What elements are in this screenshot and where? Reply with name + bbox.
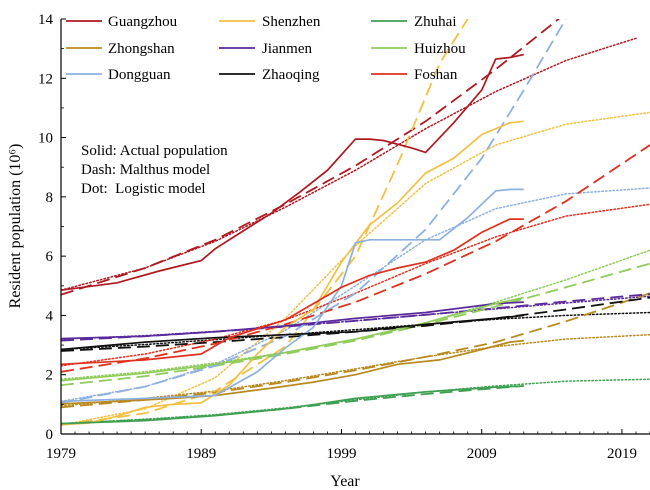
x-tick-label: 1989	[186, 446, 216, 462]
huizhou-malthus-line	[61, 262, 650, 386]
zhuhai-actual-line	[61, 385, 524, 425]
y-tick-label: 14	[38, 12, 54, 28]
legend-item-shenzhen: Shenzhen	[219, 14, 321, 30]
note-dot: Dot: Logistic model	[81, 181, 206, 197]
legend-item-guangzhou: Guangzhou	[66, 14, 178, 30]
guangzhou-malthus-line	[61, 19, 560, 296]
series-layer	[61, 19, 650, 426]
legend-label: Zhaoqing	[262, 67, 320, 83]
y-tick-label: 2	[46, 368, 54, 384]
legend-item-dongguan: Dongguan	[66, 67, 171, 83]
legend-label: Shenzhen	[262, 14, 321, 30]
legend-label: Zhongshan	[108, 41, 175, 57]
dongguan-logistic-line	[61, 187, 650, 403]
legend-item-huizhou: Huizhou	[371, 41, 466, 57]
huizhou-actual-line	[61, 296, 524, 382]
legend-label: Zhuhai	[414, 14, 457, 30]
axes	[60, 18, 650, 435]
x-axis-label: Year	[330, 473, 360, 490]
x-tick-label: 2019	[607, 446, 637, 462]
shenzhen-logistic-line	[61, 111, 650, 426]
y-tick-label: 8	[46, 190, 54, 206]
zhuhai-malthus-line	[61, 385, 524, 425]
zhongshan-logistic-line	[61, 333, 650, 407]
y-tick-label: 4	[46, 308, 54, 324]
y-tick-label: 10	[38, 131, 53, 147]
guangzhou-logistic-line	[61, 37, 637, 291]
legend-item-foshan: Foshan	[371, 67, 458, 83]
x-tick-label: 1999	[326, 446, 356, 462]
model-notes: Solid: Actual population Dash: Malthus m…	[81, 143, 228, 197]
guangzhou-actual-line	[61, 53, 524, 292]
note-solid: Solid: Actual population	[81, 143, 228, 159]
zhongshan-actual-line	[61, 339, 524, 405]
legend-label: Dongguan	[108, 67, 171, 83]
dongguan-actual-line	[61, 188, 524, 403]
legend-label: Guangzhou	[108, 14, 178, 30]
legend-label: Foshan	[414, 67, 458, 83]
legend: Guangzhou Shenzhen Zhuhai Zhongshan Jianmen H…	[66, 14, 466, 83]
legend-item-zhuhai: Zhuhai	[371, 14, 457, 30]
legend-item-zhaoqing: Zhaoqing	[219, 67, 320, 83]
shenzhen-malthus-line	[61, 19, 469, 426]
zhaoqing-malthus-line	[61, 296, 650, 352]
y-tick-label: 6	[46, 249, 54, 265]
y-tick-label: 12	[38, 71, 53, 87]
foshan-malthus-line	[61, 144, 650, 373]
jianmen-actual-line	[61, 301, 524, 340]
jianmen-malthus-line	[61, 293, 650, 342]
dongguan-malthus-line	[61, 19, 567, 404]
legend-item-zhongshan: Zhongshan	[66, 41, 175, 57]
legend-label: Huizhou	[414, 41, 466, 57]
x-tick-label: 2009	[467, 446, 497, 462]
x-tick-label: 1979	[46, 446, 76, 462]
y-axis-label: Resident population (10⁶)	[7, 144, 24, 309]
zhaoqing-logistic-line	[61, 311, 650, 351]
legend-item-jianmen: Jianmen	[219, 41, 312, 57]
note-dash: Dash: Malthus model	[81, 162, 210, 178]
shenzhen-actual-line	[61, 120, 524, 426]
y-tick-label: 0	[46, 427, 54, 443]
tick-labels: 1979 1989 1999 2009 2019 0 2 4 6 8 10 12 14	[38, 12, 637, 462]
zhaoqing-actual-line	[61, 314, 524, 351]
foshan-actual-line	[61, 218, 524, 366]
foshan-logistic-line	[61, 203, 650, 367]
legend-label: Jianmen	[262, 41, 312, 57]
